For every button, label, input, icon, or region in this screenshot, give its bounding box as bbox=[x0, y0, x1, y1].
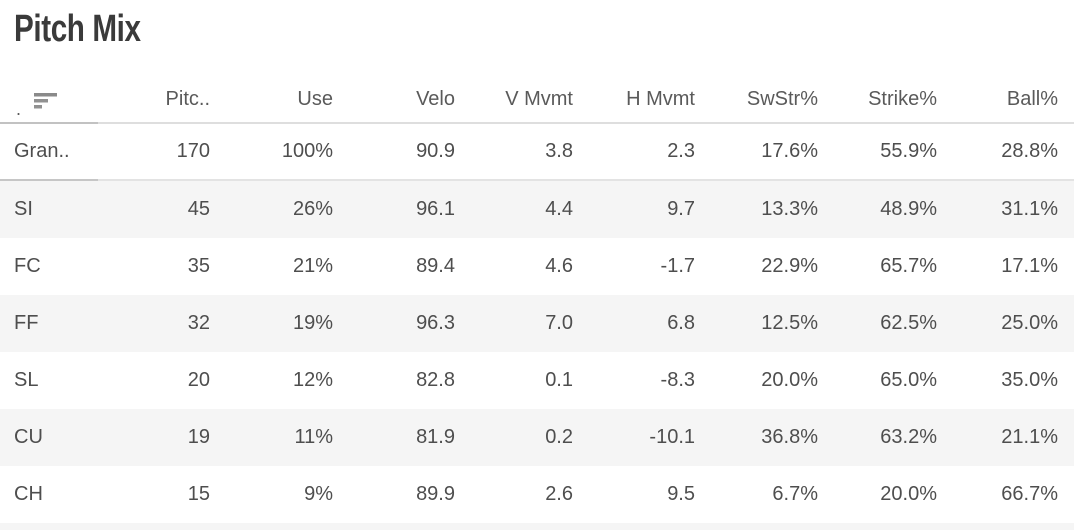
data-cell[interactable]: 89.4 bbox=[416, 255, 455, 277]
data-cell[interactable]: 9.7 bbox=[667, 198, 695, 220]
data-cell[interactable]: 35.0% bbox=[1001, 369, 1058, 391]
data-cell[interactable]: 63.2% bbox=[880, 426, 937, 448]
data-cell[interactable]: 45 bbox=[187, 198, 210, 220]
data-cell[interactable]: 6.8 bbox=[667, 312, 695, 334]
column-header-velo[interactable]: Velo bbox=[416, 87, 455, 110]
column-header-h-mvmt[interactable]: H Mvmt bbox=[626, 87, 695, 110]
table-row-ch[interactable]: CH 15 9% 89.9 2.6 9.5 6.7% 20.0% 66.7% bbox=[0, 466, 1074, 523]
data-cell[interactable]: 55.9% bbox=[880, 140, 937, 162]
pitch-type-cell[interactable]: SI bbox=[14, 198, 33, 220]
table-row-fc[interactable]: FC 35 21% 89.4 4.6 -1.7 22.9% 65.7% 17.1… bbox=[0, 238, 1074, 295]
pitch-type-cell[interactable]: SL bbox=[14, 369, 39, 391]
data-cell[interactable]: 26% bbox=[292, 198, 333, 220]
data-cell[interactable]: 96.1 bbox=[416, 198, 455, 220]
data-cell[interactable]: 89.9 bbox=[416, 483, 455, 505]
data-cell[interactable]: 12.5% bbox=[761, 312, 818, 334]
data-cell[interactable]: 170 bbox=[176, 140, 210, 162]
pitch-type-cell[interactable]: FC bbox=[14, 255, 41, 277]
column-header-ball[interactable]: Ball% bbox=[1006, 87, 1058, 110]
table-row-partial bbox=[0, 523, 1074, 530]
data-cell[interactable]: 25.0% bbox=[1001, 312, 1058, 334]
data-cell[interactable]: 3.8 bbox=[545, 140, 573, 162]
column-header-swstr[interactable]: SwStr% bbox=[746, 87, 818, 110]
data-cell[interactable]: 2.6 bbox=[545, 483, 573, 505]
data-cell[interactable]: 21% bbox=[292, 255, 333, 277]
data-cell[interactable]: 22.9% bbox=[761, 255, 818, 277]
data-cell[interactable]: 36.8% bbox=[761, 426, 818, 448]
column-header-strike[interactable]: Strike% bbox=[868, 87, 937, 110]
table-row-cu[interactable]: CU 19 11% 81.9 0.2 -10.1 36.8% 63.2% 21.… bbox=[0, 409, 1074, 466]
table-header-row: . Pitc.. Use Velo V Mvmt H Mvmt SwStr% S… bbox=[0, 76, 1074, 124]
data-cell[interactable]: 6.7% bbox=[772, 483, 818, 505]
data-cell[interactable]: 28.8% bbox=[1001, 140, 1058, 162]
data-cell[interactable]: 48.9% bbox=[880, 198, 937, 220]
data-cell[interactable]: 21.1% bbox=[1001, 426, 1058, 448]
pitch-type-cell[interactable]: FF bbox=[14, 312, 39, 334]
data-cell[interactable]: 0.1 bbox=[545, 369, 573, 391]
pitch-type-cell[interactable]: CH bbox=[14, 483, 43, 505]
data-cell[interactable]: 17.6% bbox=[761, 140, 818, 162]
column-header-use[interactable]: Use bbox=[297, 87, 333, 110]
data-cell[interactable]: 100% bbox=[281, 140, 333, 162]
data-cell[interactable]: 0.2 bbox=[545, 426, 573, 448]
data-cell[interactable]: 20.0% bbox=[761, 369, 818, 391]
pitch-type-cell[interactable]: Gran.. bbox=[14, 140, 70, 162]
data-cell[interactable]: 9% bbox=[304, 483, 333, 505]
column-header-v-mvmt[interactable]: V Mvmt bbox=[505, 87, 573, 110]
table-row-sl[interactable]: SL 20 12% 82.8 0.1 -8.3 20.0% 65.0% 35.0… bbox=[0, 352, 1074, 409]
data-cell[interactable]: 19% bbox=[292, 312, 333, 334]
data-cell[interactable]: 62.5% bbox=[880, 312, 937, 334]
data-cell[interactable]: 15 bbox=[187, 483, 210, 505]
table-row-si[interactable]: SI 45 26% 96.1 4.4 9.7 13.3% 48.9% 31.1% bbox=[0, 181, 1074, 238]
data-cell[interactable]: 82.8 bbox=[416, 369, 455, 391]
data-cell[interactable]: 65.0% bbox=[880, 369, 937, 391]
column-header-pitches[interactable]: Pitc.. bbox=[165, 87, 210, 110]
data-cell[interactable]: 96.3 bbox=[416, 312, 455, 334]
data-cell[interactable]: -1.7 bbox=[660, 255, 695, 277]
data-cell[interactable]: 20.0% bbox=[880, 483, 937, 505]
truncated-field-label: . bbox=[16, 99, 22, 119]
data-cell[interactable]: 7.0 bbox=[545, 312, 573, 334]
data-cell[interactable]: 20 bbox=[187, 369, 210, 391]
data-cell[interactable]: 13.3% bbox=[761, 198, 818, 220]
data-cell[interactable]: 35 bbox=[187, 255, 210, 277]
page-title: Pitch Mix bbox=[14, 8, 141, 50]
data-cell[interactable]: 17.1% bbox=[1001, 255, 1058, 277]
data-cell[interactable]: -8.3 bbox=[660, 369, 695, 391]
sort-descending-icon[interactable] bbox=[34, 92, 58, 114]
data-cell[interactable]: 32 bbox=[187, 312, 210, 334]
data-cell[interactable]: 31.1% bbox=[1001, 198, 1058, 220]
data-cell[interactable]: 2.3 bbox=[667, 140, 695, 162]
data-cell[interactable]: 11% bbox=[294, 426, 333, 448]
data-cell[interactable]: 81.9 bbox=[416, 426, 455, 448]
data-cell[interactable]: 9.5 bbox=[667, 483, 695, 505]
data-cell[interactable]: 12% bbox=[292, 369, 333, 391]
data-cell[interactable]: 65.7% bbox=[880, 255, 937, 277]
table-row-grand-total[interactable]: Gran.. 170 100% 90.9 3.8 2.3 17.6% 55.9%… bbox=[0, 124, 1074, 181]
row-header-field[interactable]: . bbox=[0, 76, 98, 122]
data-cell[interactable]: 4.6 bbox=[545, 255, 573, 277]
data-cell[interactable]: 66.7% bbox=[1001, 483, 1058, 505]
data-cell[interactable]: -10.1 bbox=[649, 426, 695, 448]
table-row-ff[interactable]: FF 32 19% 96.3 7.0 6.8 12.5% 62.5% 25.0% bbox=[0, 295, 1074, 352]
data-cell[interactable]: 90.9 bbox=[416, 140, 455, 162]
data-cell[interactable]: 4.4 bbox=[545, 198, 573, 220]
pitch-type-cell[interactable]: CU bbox=[14, 426, 43, 448]
pitch-mix-table: . Pitc.. Use Velo V Mvmt H Mvmt SwStr% S… bbox=[0, 76, 1074, 530]
data-cell[interactable]: 19 bbox=[187, 426, 210, 448]
